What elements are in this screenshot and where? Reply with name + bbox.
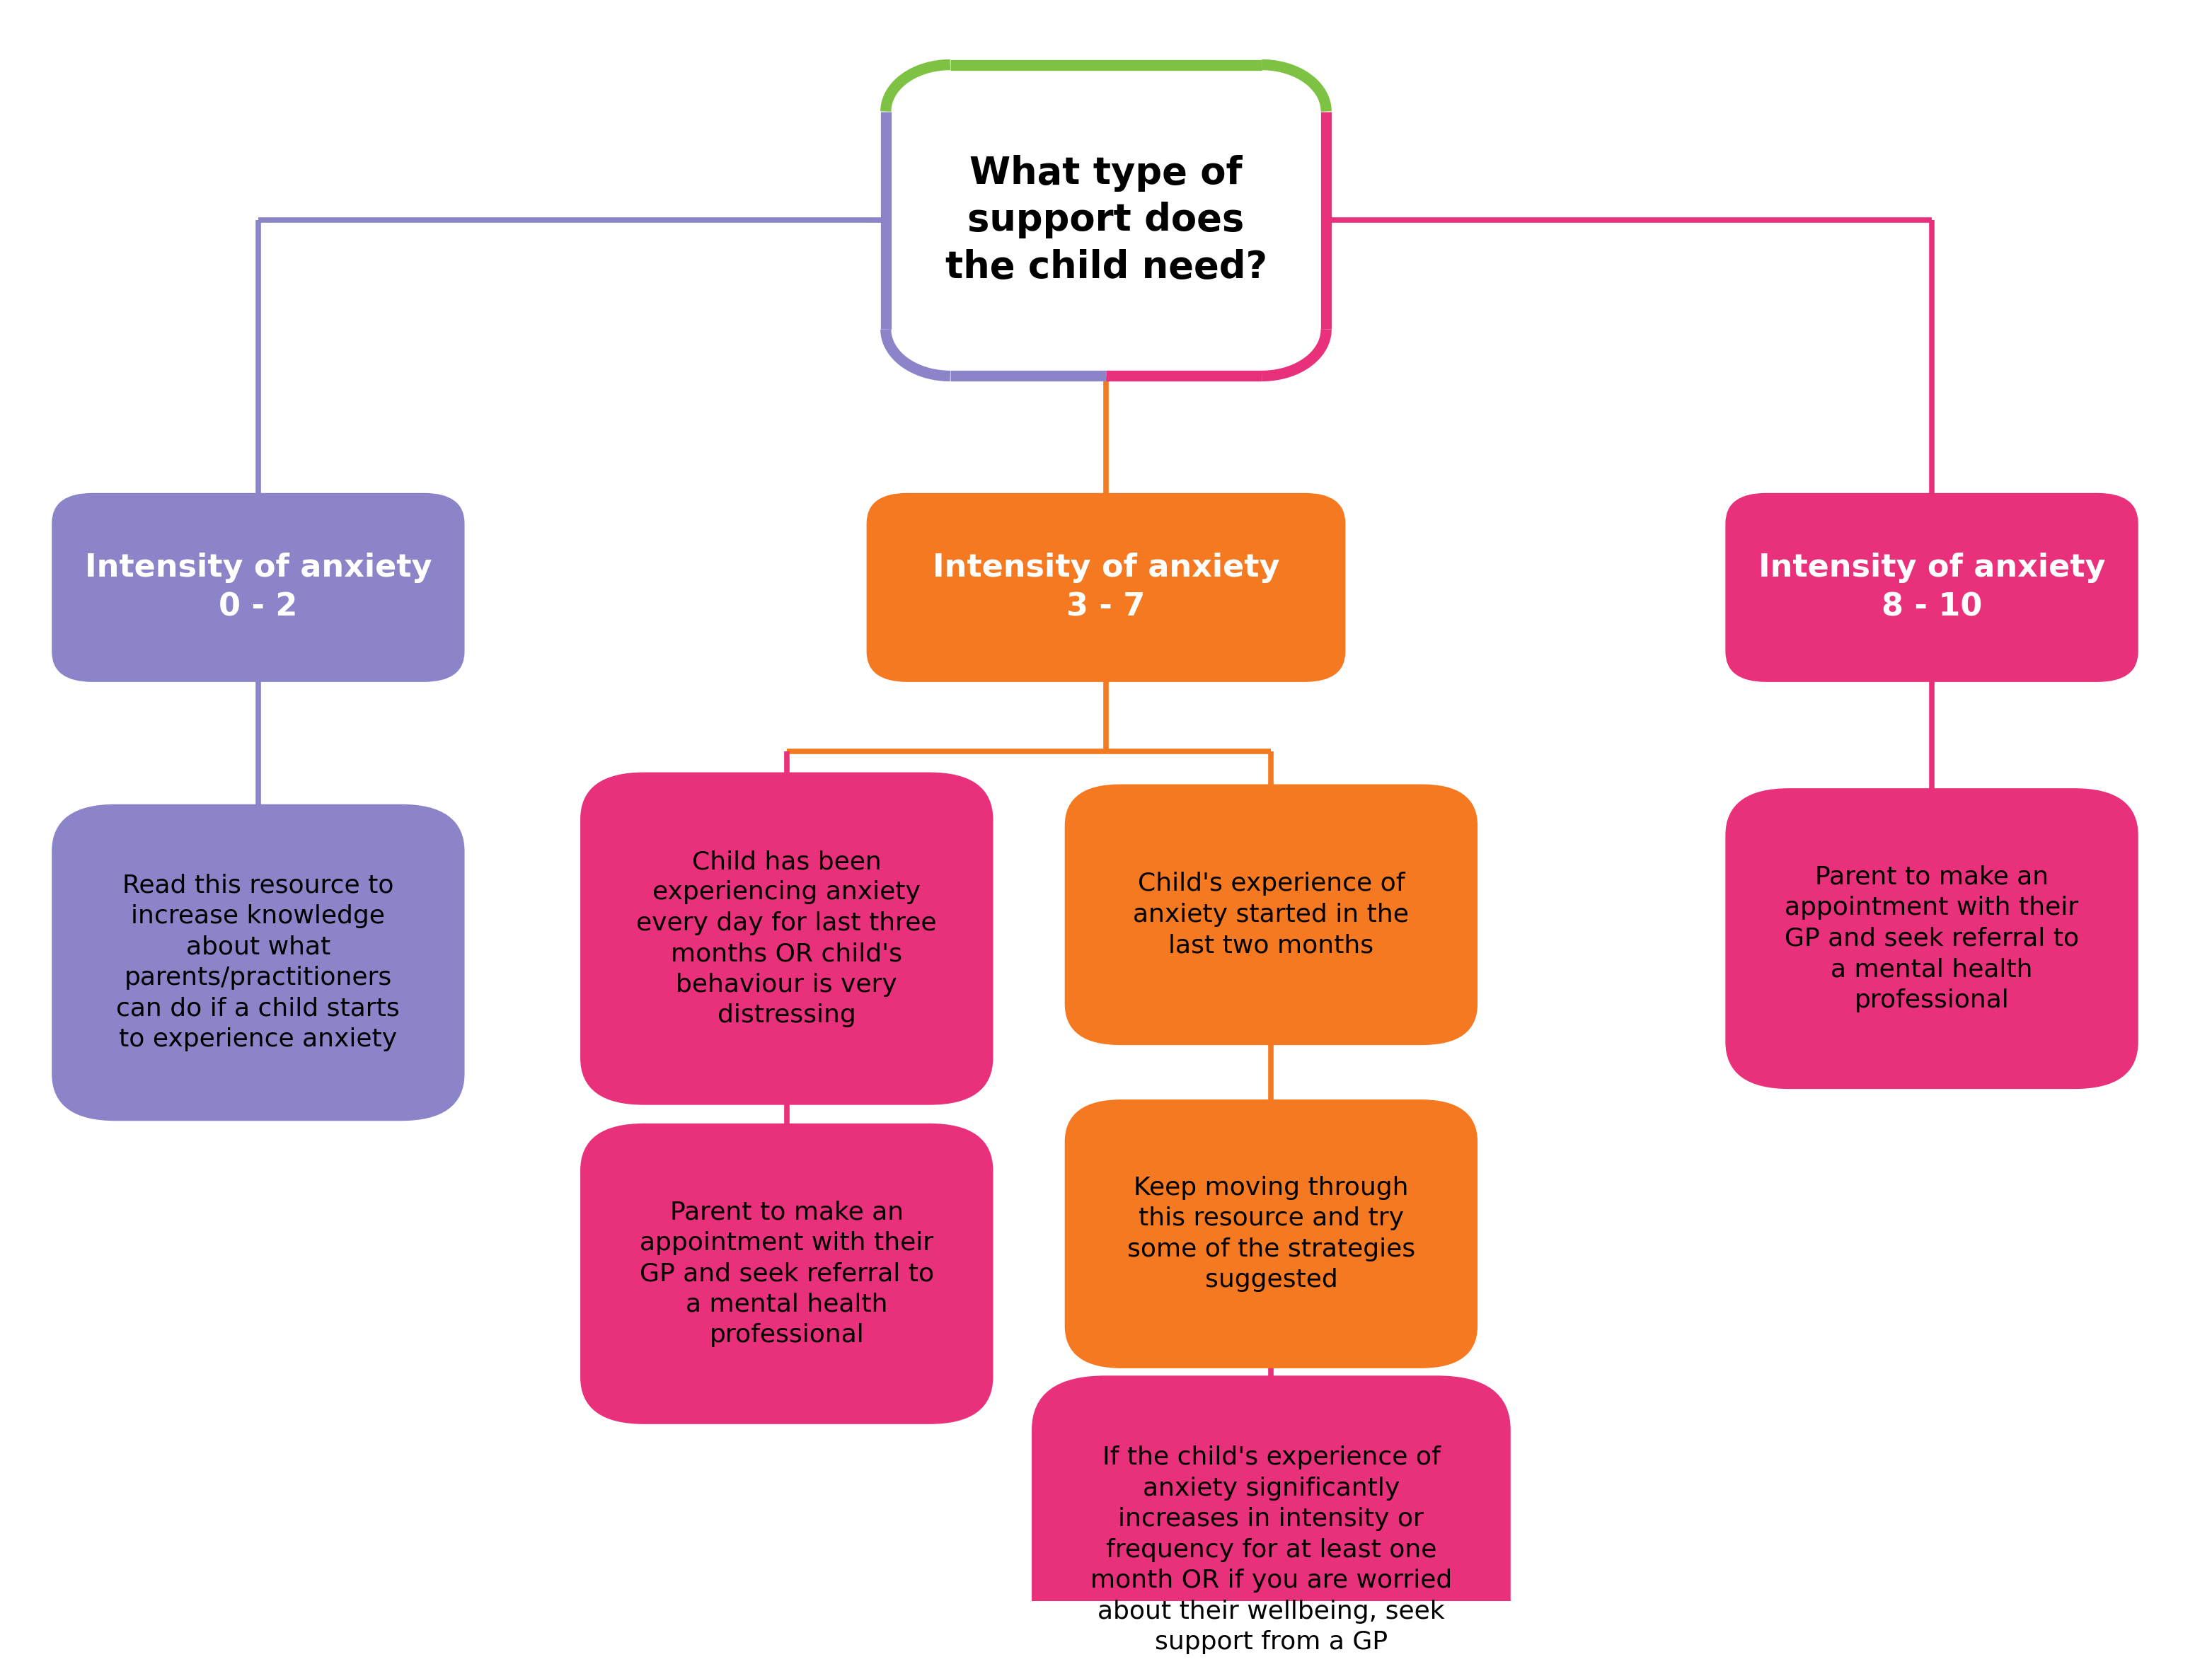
FancyBboxPatch shape	[885, 65, 1327, 376]
Text: Intensity of anxiety
3 - 7: Intensity of anxiety 3 - 7	[933, 552, 1279, 623]
Text: Parent to make an
appointment with their
GP and seek referral to
a mental health: Parent to make an appointment with their…	[1785, 865, 2079, 1011]
FancyBboxPatch shape	[584, 1127, 991, 1422]
FancyBboxPatch shape	[1068, 788, 1475, 1043]
FancyBboxPatch shape	[1728, 496, 2135, 679]
Text: Read this resource to
increase knowledge
about what
parents/practitioners
can do: Read this resource to increase knowledge…	[117, 873, 400, 1051]
FancyBboxPatch shape	[1068, 1102, 1475, 1365]
Text: Intensity of anxiety
0 - 2: Intensity of anxiety 0 - 2	[84, 552, 431, 623]
FancyBboxPatch shape	[55, 806, 462, 1118]
FancyBboxPatch shape	[1035, 1379, 1509, 1669]
FancyBboxPatch shape	[584, 774, 991, 1102]
FancyBboxPatch shape	[55, 496, 462, 679]
Text: Child has been
experiencing anxiety
every day for last three
months OR child's
b: Child has been experiencing anxiety ever…	[637, 850, 938, 1028]
Text: Intensity of anxiety
8 - 10: Intensity of anxiety 8 - 10	[1759, 552, 2106, 623]
Text: Parent to make an
appointment with their
GP and seek referral to
a mental health: Parent to make an appointment with their…	[639, 1200, 933, 1347]
FancyBboxPatch shape	[1728, 791, 2135, 1087]
Text: Keep moving through
this resource and try
some of the strategies
suggested: Keep moving through this resource and tr…	[1128, 1175, 1416, 1292]
Text: What type of
support does
the child need?: What type of support does the child need…	[945, 155, 1267, 285]
Text: If the child's experience of
anxiety significantly
increases in intensity or
fre: If the child's experience of anxiety sig…	[1091, 1445, 1451, 1654]
FancyBboxPatch shape	[869, 496, 1343, 679]
Text: Child's experience of
anxiety started in the
last two months: Child's experience of anxiety started in…	[1133, 871, 1409, 958]
